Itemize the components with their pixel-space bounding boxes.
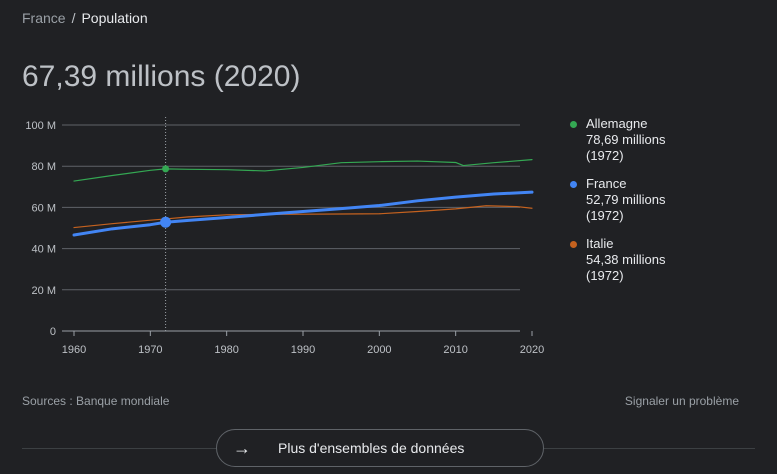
legend-value: 54,38 millions xyxy=(586,252,666,267)
report-problem-link[interactable]: Signaler un problème xyxy=(624,394,739,408)
legend-value: 78,69 millions xyxy=(586,132,666,147)
x-tick-label: 2000 xyxy=(367,344,391,356)
series-point-france xyxy=(160,216,172,228)
arrow-right-icon: → xyxy=(233,438,251,458)
legend-item-france[interactable]: France 52,79 millions (1972) xyxy=(570,176,770,224)
series-line-allemagne xyxy=(73,159,533,182)
breadcrumb-current: Population xyxy=(81,10,148,26)
series-line-italie xyxy=(73,205,533,229)
legend-name: Italie xyxy=(586,236,614,251)
series-line-france xyxy=(72,190,534,237)
x-tick-label: 1970 xyxy=(138,344,162,356)
x-tick-label: 1990 xyxy=(291,344,315,356)
breadcrumb-separator: / xyxy=(71,10,76,26)
legend-value: 52,79 millions xyxy=(586,192,666,207)
headline-value: 67,39 millions (2020) xyxy=(22,60,301,93)
chart-legend: Allemagne 78,69 millions (1972) France 5… xyxy=(570,116,770,296)
y-tick-label: 0 xyxy=(50,326,56,338)
sources-text: Sources : Banque mondiale xyxy=(22,394,170,408)
x-tick-label: 2010 xyxy=(443,344,467,356)
x-tick-label: 1980 xyxy=(214,344,238,356)
y-tick-label: 20 M xyxy=(32,285,56,297)
legend-name: France xyxy=(586,176,627,191)
legend-year: (1972) xyxy=(586,268,624,283)
y-tick-label: 80 M xyxy=(32,161,56,173)
x-tick-label: 2020 xyxy=(520,344,544,356)
breadcrumb-parent[interactable]: France xyxy=(22,10,66,26)
legend-dot-italie xyxy=(570,241,577,248)
legend-item-allemagne[interactable]: Allemagne 78,69 millions (1972) xyxy=(570,116,770,164)
legend-dot-allemagne xyxy=(570,121,577,128)
population-chart[interactable]: 0 20 M 40 M 60 M 80 M 100 M 1960 1970 1980 1990 20… xyxy=(0,105,560,365)
series-point-allemagne xyxy=(162,165,170,173)
breadcrumb: France / Population xyxy=(22,10,148,26)
more-datasets-label: Plus d'ensembles de données xyxy=(278,440,465,456)
x-tick-label: 1960 xyxy=(62,344,86,356)
legend-name: Allemagne xyxy=(586,116,648,131)
y-tick-label: 40 M xyxy=(32,244,56,256)
y-tick-label: 100 M xyxy=(25,120,56,132)
legend-dot-france xyxy=(570,181,577,188)
more-datasets-button[interactable]: → Plus d'ensembles de données xyxy=(216,429,544,467)
legend-year: (1972) xyxy=(586,148,624,163)
legend-item-italie[interactable]: Italie 54,38 millions (1972) xyxy=(570,236,770,284)
y-tick-label: 60 M xyxy=(32,202,56,214)
legend-year: (1972) xyxy=(586,208,624,223)
